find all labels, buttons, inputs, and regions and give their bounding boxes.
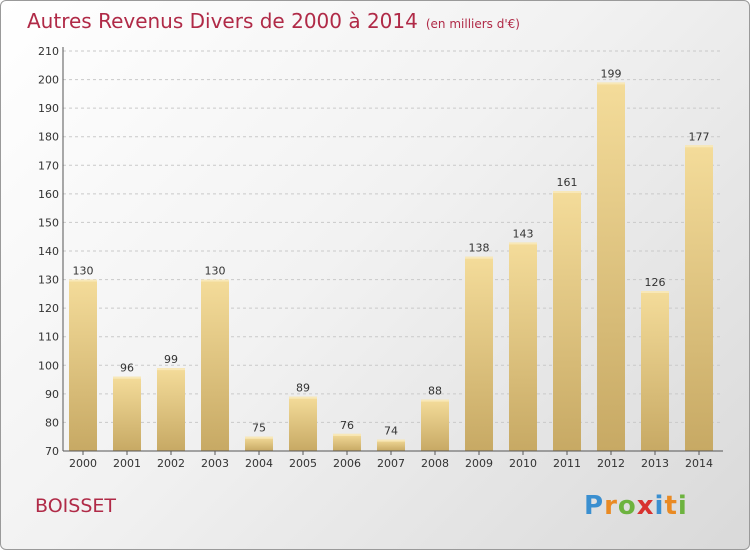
- bar: [333, 433, 361, 451]
- data-label: 76: [340, 419, 354, 432]
- data-label: 99: [164, 353, 178, 366]
- proxiti-logo: Proxiti: [584, 491, 688, 521]
- y-tick-label: 180: [38, 131, 59, 144]
- bar: [157, 368, 185, 451]
- x-tick-label: 2002: [157, 457, 185, 470]
- data-label: 199: [601, 67, 622, 80]
- bar: [289, 396, 317, 451]
- bar: [377, 439, 405, 451]
- bar-top-highlight: [685, 145, 713, 148]
- bar-top-highlight: [597, 82, 625, 85]
- bar-top-highlight: [201, 279, 229, 282]
- bar: [201, 279, 229, 451]
- y-tick-label: 120: [38, 302, 59, 315]
- x-tick-label: 2011: [553, 457, 581, 470]
- y-tick-label: 110: [38, 331, 59, 344]
- y-tick-label: 90: [45, 388, 59, 401]
- commune-name: BOISSET: [35, 495, 116, 517]
- y-tick-label: 210: [38, 45, 59, 58]
- x-tick-label: 2001: [113, 457, 141, 470]
- x-tick-label: 2004: [245, 457, 273, 470]
- title-text: Autres Revenus Divers de 2000 à 2014: [27, 9, 418, 33]
- y-tick-label: 130: [38, 274, 59, 287]
- unit-text: (en milliers d'€): [425, 17, 520, 31]
- bar-top-highlight: [465, 256, 493, 259]
- x-tick-label: 2013: [641, 457, 669, 470]
- bar-top-highlight: [113, 376, 141, 379]
- bar-top-highlight: [553, 191, 581, 193]
- x-tick-label: 2003: [201, 457, 229, 470]
- data-label: 89: [296, 382, 310, 395]
- bar: [597, 82, 625, 451]
- bar: [685, 145, 713, 452]
- bar: [69, 279, 97, 451]
- axis-layer: 7080901001101201301401501601701801902002…: [38, 45, 723, 470]
- data-label: 96: [120, 362, 134, 375]
- y-tick-label: 190: [38, 102, 59, 115]
- bar-top-highlight: [289, 396, 317, 399]
- bar-top-highlight: [509, 242, 537, 245]
- bar-top-highlight: [333, 433, 361, 436]
- y-tick-label: 80: [45, 416, 59, 429]
- x-tick-label: 2005: [289, 457, 317, 470]
- bar-top-highlight: [641, 291, 669, 293]
- x-tick-label: 2006: [333, 457, 361, 470]
- bar: [113, 376, 141, 451]
- x-tick-label: 2010: [509, 457, 537, 470]
- x-tick-label: 2000: [69, 457, 97, 470]
- x-tick-label: 2014: [685, 457, 713, 470]
- x-tick-label: 2012: [597, 457, 625, 470]
- data-label: 126: [645, 276, 666, 289]
- data-label: 130: [73, 265, 94, 278]
- data-label: 74: [384, 425, 398, 438]
- bar: [245, 436, 273, 451]
- y-tick-label: 150: [38, 216, 59, 229]
- bar: [641, 291, 669, 451]
- y-tick-label: 140: [38, 245, 59, 258]
- x-tick-label: 2009: [465, 457, 493, 470]
- y-tick-label: 100: [38, 359, 59, 372]
- bar-top-highlight: [69, 279, 97, 282]
- bar-top-highlight: [377, 439, 405, 442]
- bar: [553, 191, 581, 451]
- data-label: 130: [205, 265, 226, 278]
- x-tick-label: 2007: [377, 457, 405, 470]
- bar: [465, 256, 493, 451]
- data-label: 161: [557, 176, 578, 189]
- x-tick-label: 2008: [421, 457, 449, 470]
- y-tick-label: 200: [38, 74, 59, 87]
- bar-top-highlight: [245, 436, 273, 439]
- data-label: 88: [428, 385, 442, 398]
- data-label: 143: [513, 227, 534, 240]
- bar-top-highlight: [421, 399, 449, 402]
- bar-layer: 130 96 99 130 75 89 76 74 88 138 143 161 199 126 177: [69, 67, 713, 452]
- data-label: 177: [689, 130, 710, 143]
- data-label: 138: [469, 242, 490, 255]
- y-tick-label: 70: [45, 445, 59, 458]
- y-tick-label: 160: [38, 188, 59, 201]
- bar: [509, 242, 537, 451]
- bar-top-highlight: [157, 368, 185, 371]
- chart-title: Autres Revenus Divers de 2000 à 2014 (en …: [27, 9, 520, 33]
- bar: [421, 399, 449, 451]
- data-label: 75: [252, 422, 266, 435]
- y-tick-label: 170: [38, 159, 59, 172]
